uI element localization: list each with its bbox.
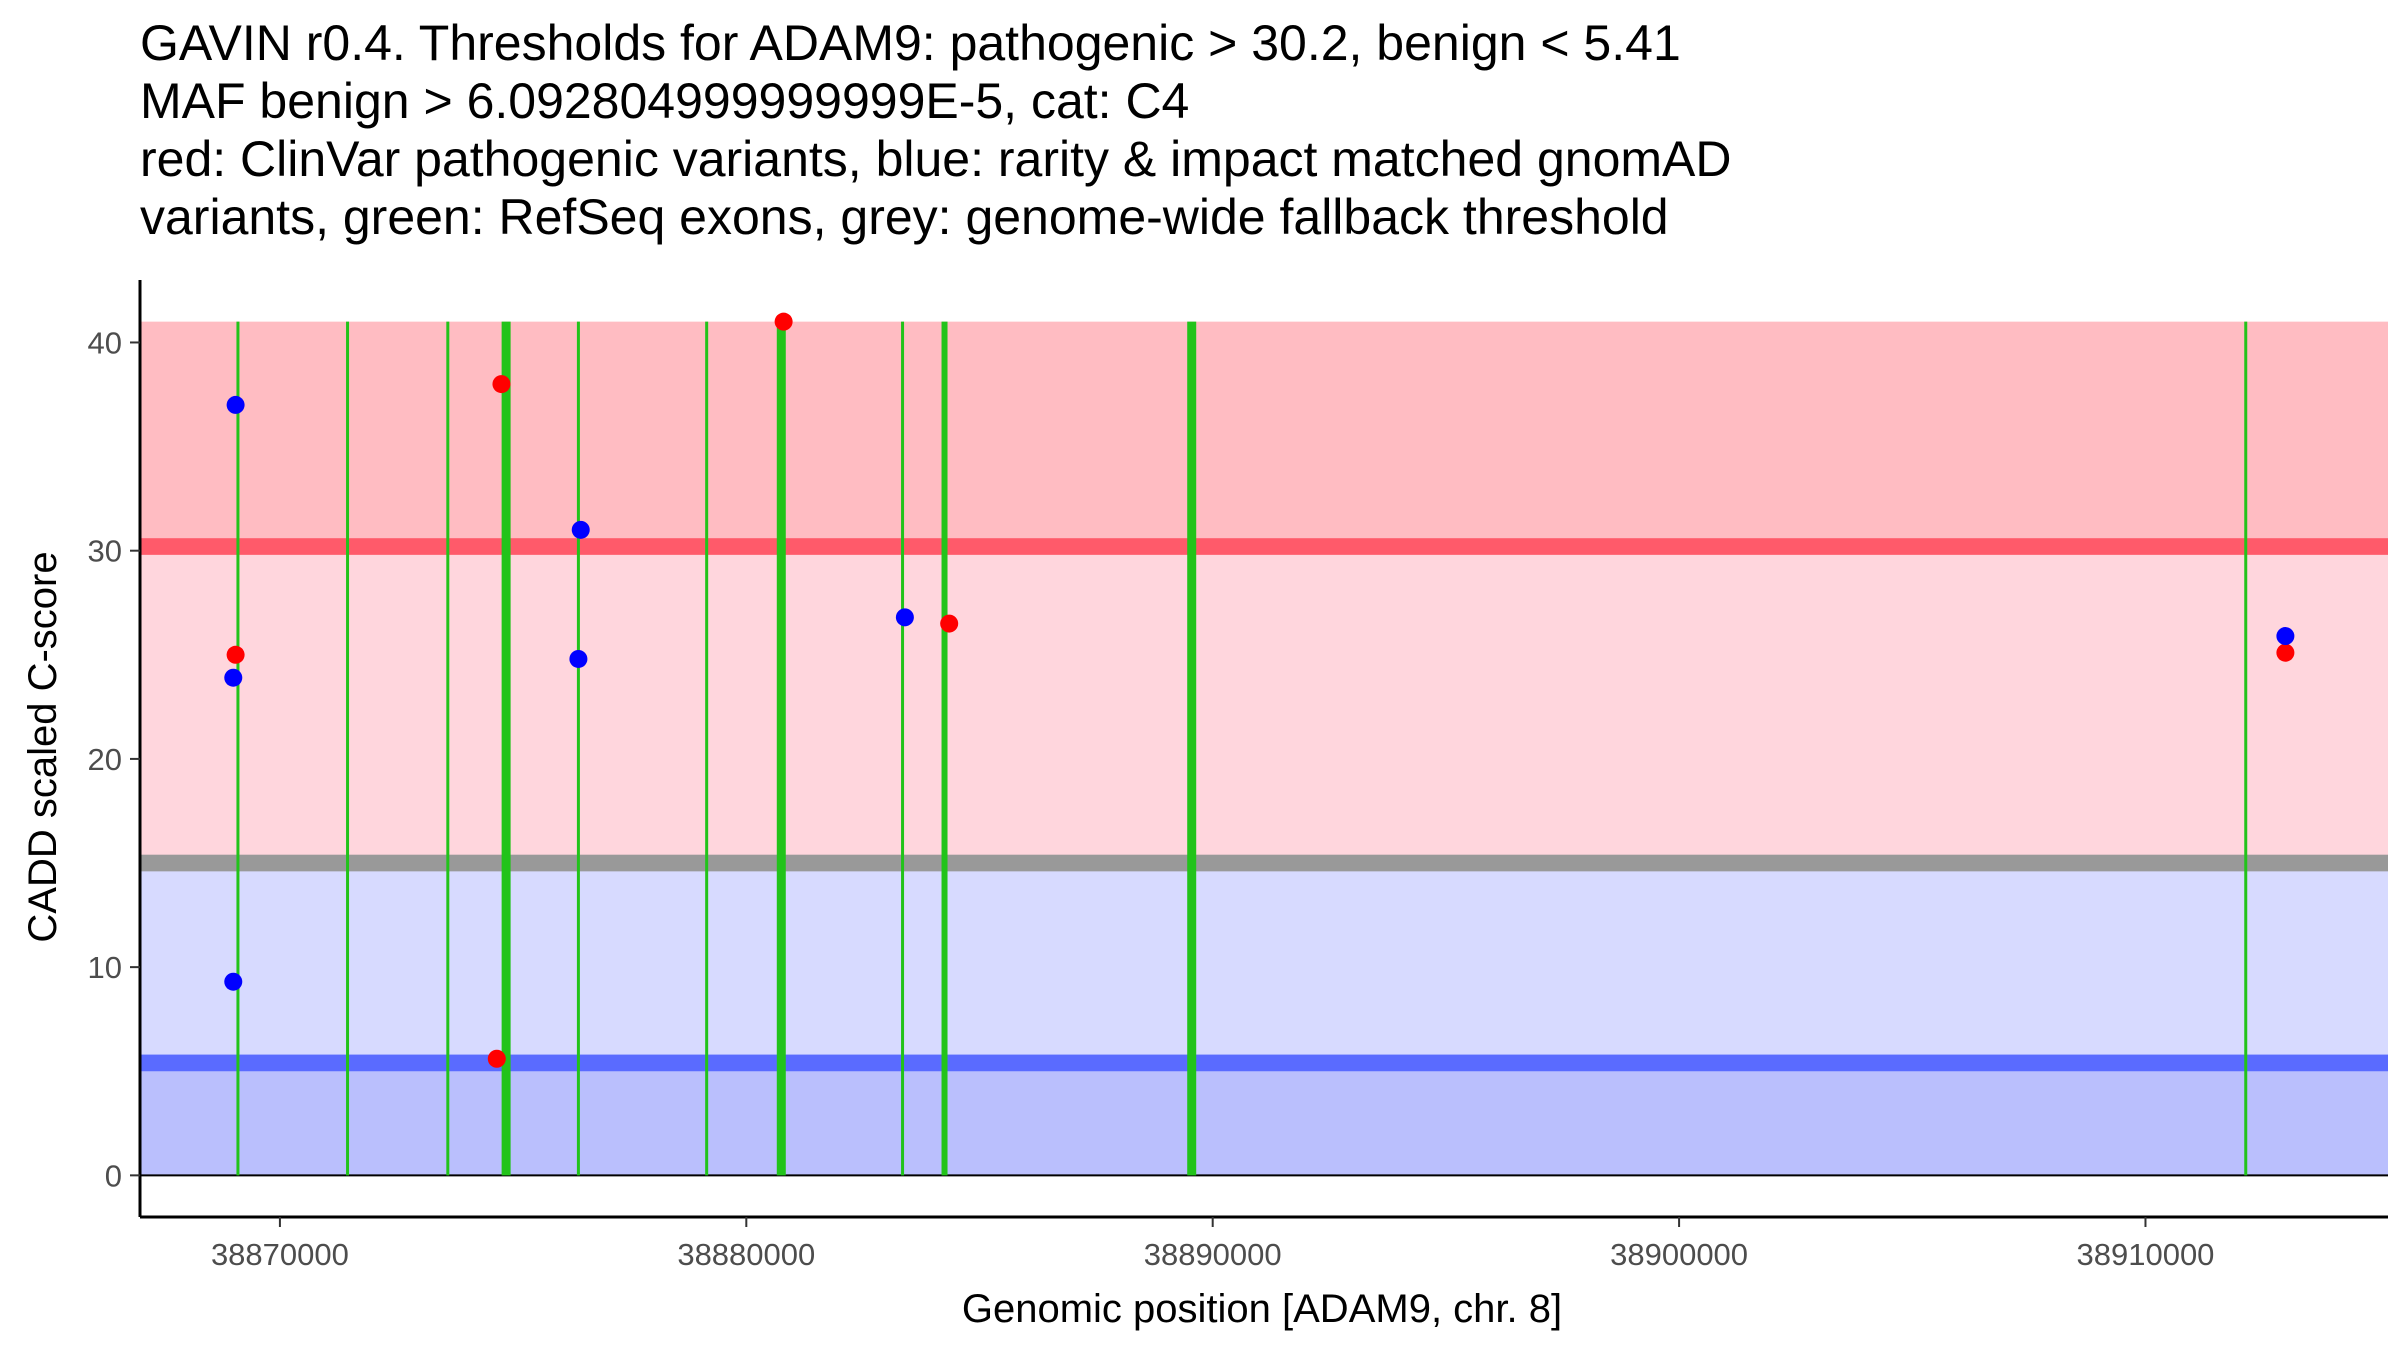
clinvar-point-4 — [774, 312, 793, 331]
pathogenic-region — [140, 321, 2388, 547]
clinvar-point-6 — [2276, 643, 2295, 662]
title-line-1: GAVIN r0.4. Thresholds for ADAM9: pathog… — [140, 15, 1681, 71]
regions-layer — [140, 321, 2388, 1177]
gnomad-point-6 — [895, 608, 914, 627]
x-tick-label-2: 38880000 — [677, 1237, 815, 1272]
gnomad-benign-region — [140, 863, 2388, 1063]
chart-title: GAVIN r0.4. Thresholds for ADAM9: pathog… — [140, 14, 1731, 246]
clinvar-point-2 — [492, 375, 511, 394]
fallback-threshold-line — [140, 854, 2388, 872]
benign-region — [140, 1062, 2388, 1176]
clinvar-point-3 — [487, 1049, 506, 1068]
thresholds-layer — [140, 538, 2388, 1072]
x-tick-label-4: 38900000 — [1610, 1237, 1748, 1272]
clinvar-point-5 — [940, 614, 959, 633]
y-tick-label-3: 20 — [88, 742, 122, 777]
y-tick-label-1: 0 — [105, 1158, 122, 1193]
vus-region — [140, 546, 2388, 864]
y-tick-label-4: 30 — [88, 534, 122, 569]
title-line-3: red: ClinVar pathogenic variants, blue: … — [140, 131, 1732, 187]
gnomad-point-4 — [571, 520, 590, 539]
gnomad-point-3 — [224, 972, 243, 991]
exons-layer — [236, 321, 2248, 1176]
axes-layer: 38870000 38880000 38890000 38900000 38910000… — [88, 280, 2388, 1272]
gnomad-point-2 — [224, 668, 243, 687]
y-tick-label-5: 40 — [88, 325, 122, 360]
x-axis-title: Genomic position [ADAM9, chr. 8] — [962, 1287, 1562, 1331]
title-line-2: MAF benign > 6.092804999999999E-5, cat: … — [140, 73, 1190, 129]
x-tick-label-1: 38870000 — [211, 1237, 349, 1272]
y-axis-title: CADD scaled C-score — [21, 551, 65, 942]
y-tick-label-2: 10 — [88, 950, 122, 985]
clinvar-point-1 — [226, 645, 245, 664]
title-line-4: variants, green: RefSeq exons, grey: gen… — [140, 189, 1669, 245]
gnomad-point-7 — [2276, 627, 2295, 646]
x-tick-label-3: 38890000 — [1144, 1237, 1282, 1272]
pathogenic-threshold-line — [140, 538, 2388, 555]
x-tick-label-5: 38910000 — [2077, 1237, 2215, 1272]
benign-threshold-line — [140, 1054, 2388, 1072]
gnomad-point-5 — [569, 649, 588, 668]
gnomad-point-1 — [226, 395, 245, 414]
points-layer — [224, 312, 2295, 1068]
